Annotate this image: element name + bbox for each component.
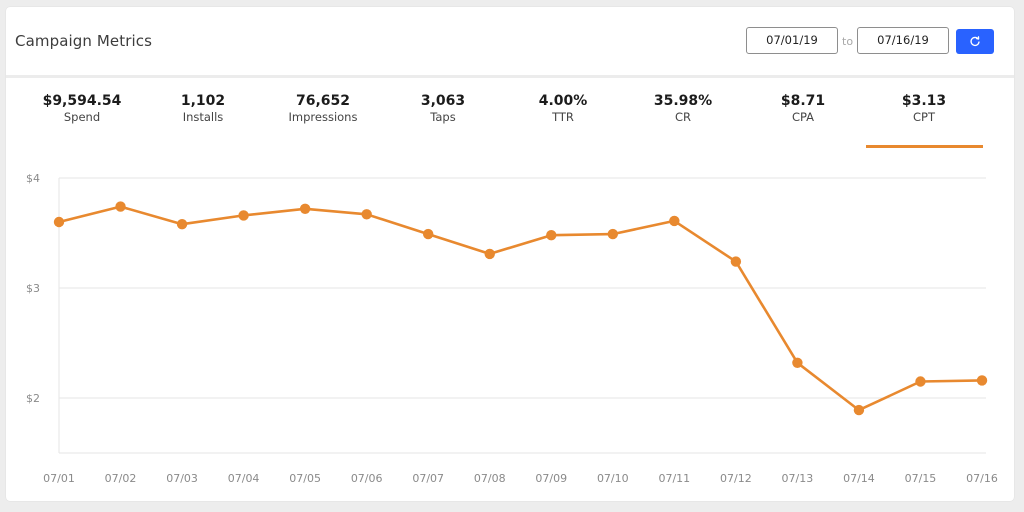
refresh-button[interactable] [956, 29, 994, 54]
x-tick-label: 07/05 [289, 472, 321, 485]
date-range-separator: to [842, 35, 854, 48]
x-tick-label: 07/07 [412, 472, 444, 485]
metric-label: Spend [63, 110, 101, 124]
metric-cpt[interactable]: $3.13 CPT [864, 93, 984, 125]
date-from-input[interactable] [746, 27, 838, 54]
data-point [176, 219, 188, 230]
x-tick-label: 07/02 [105, 472, 137, 485]
x-tick-label: 07/06 [351, 472, 383, 485]
data-point [484, 248, 495, 260]
metric-value: 3,063 [420, 93, 466, 109]
data-point [423, 228, 434, 240]
x-tick-label: 07/04 [228, 472, 260, 485]
data-point [238, 210, 249, 221]
metric-spend[interactable]: $9,594.54 Spend [22, 93, 142, 125]
metric-label: Installs [182, 110, 224, 124]
data-point [299, 203, 311, 214]
cpt-series-line [58, 205, 983, 412]
date-to-input[interactable] [857, 27, 949, 54]
x-tick-label: 07/15 [905, 472, 937, 485]
y-tick-label: $3 [26, 282, 40, 295]
metric-value: $9,594.54 [42, 93, 122, 109]
x-tick-label: 07/09 [535, 472, 567, 485]
metric-label: CPA [791, 110, 815, 124]
x-tick-label: 07/08 [474, 472, 506, 485]
metric-label: CPT [913, 110, 935, 124]
metric-installs[interactable]: 1,102 Installs [143, 93, 263, 125]
metric-impressions[interactable]: 76,652 Impressions [263, 93, 383, 125]
page-title: Campaign Metrics [15, 32, 153, 50]
x-tick-label: 07/10 [597, 472, 629, 485]
x-tick-label: 07/01 [43, 472, 75, 485]
metric-value: 35.98% [653, 93, 713, 109]
data-point [607, 228, 618, 240]
y-tick-label: $4 [26, 172, 40, 185]
metric-label: CR [674, 110, 692, 124]
metric-value: 76,652 [295, 93, 351, 109]
x-tick-label: 07/12 [720, 472, 752, 485]
metric-value: 4.00% [538, 93, 588, 109]
data-point [361, 209, 372, 220]
x-tick-label: 07/14 [843, 472, 875, 485]
data-point [115, 201, 126, 212]
metric-cr[interactable]: 35.98% CR [623, 93, 743, 125]
data-point [792, 357, 803, 368]
card-header: Campaign Metrics to [6, 7, 1014, 78]
metric-taps[interactable]: 3,063 Taps [383, 93, 503, 125]
refresh-icon [970, 35, 980, 46]
y-tick-label: $2 [26, 392, 40, 405]
x-tick-label: 07/11 [658, 472, 690, 485]
data-point [669, 215, 680, 227]
metric-value: $8.71 [780, 93, 826, 109]
data-point [853, 404, 865, 416]
data-point [546, 230, 557, 241]
data-point [915, 376, 926, 387]
data-point [730, 256, 742, 267]
metric-value: 1,102 [180, 93, 226, 109]
campaign-metrics-card: Campaign Metrics to $9,594.54 Spend 1,10… [6, 7, 1014, 501]
metric-label: Taps [430, 110, 456, 124]
data-point [976, 375, 988, 386]
metric-label: Impressions [288, 110, 358, 124]
x-tick-label: 07/03 [166, 472, 198, 485]
x-tick-label: 07/13 [782, 472, 814, 485]
metric-label: TTR [552, 110, 574, 124]
data-point [53, 216, 65, 228]
metric-ttr[interactable]: 4.00% TTR [503, 93, 623, 125]
metric-value: $3.13 [901, 93, 947, 109]
metric-cpa[interactable]: $8.71 CPA [743, 93, 863, 125]
cpt-line-chart: $4 $3 $2 07/01 07/02 07/03 07/04 07/05 07/06 07/0… [26, 172, 998, 485]
selected-metric-indicator [866, 145, 983, 148]
x-tick-label: 07/16 [966, 472, 998, 485]
